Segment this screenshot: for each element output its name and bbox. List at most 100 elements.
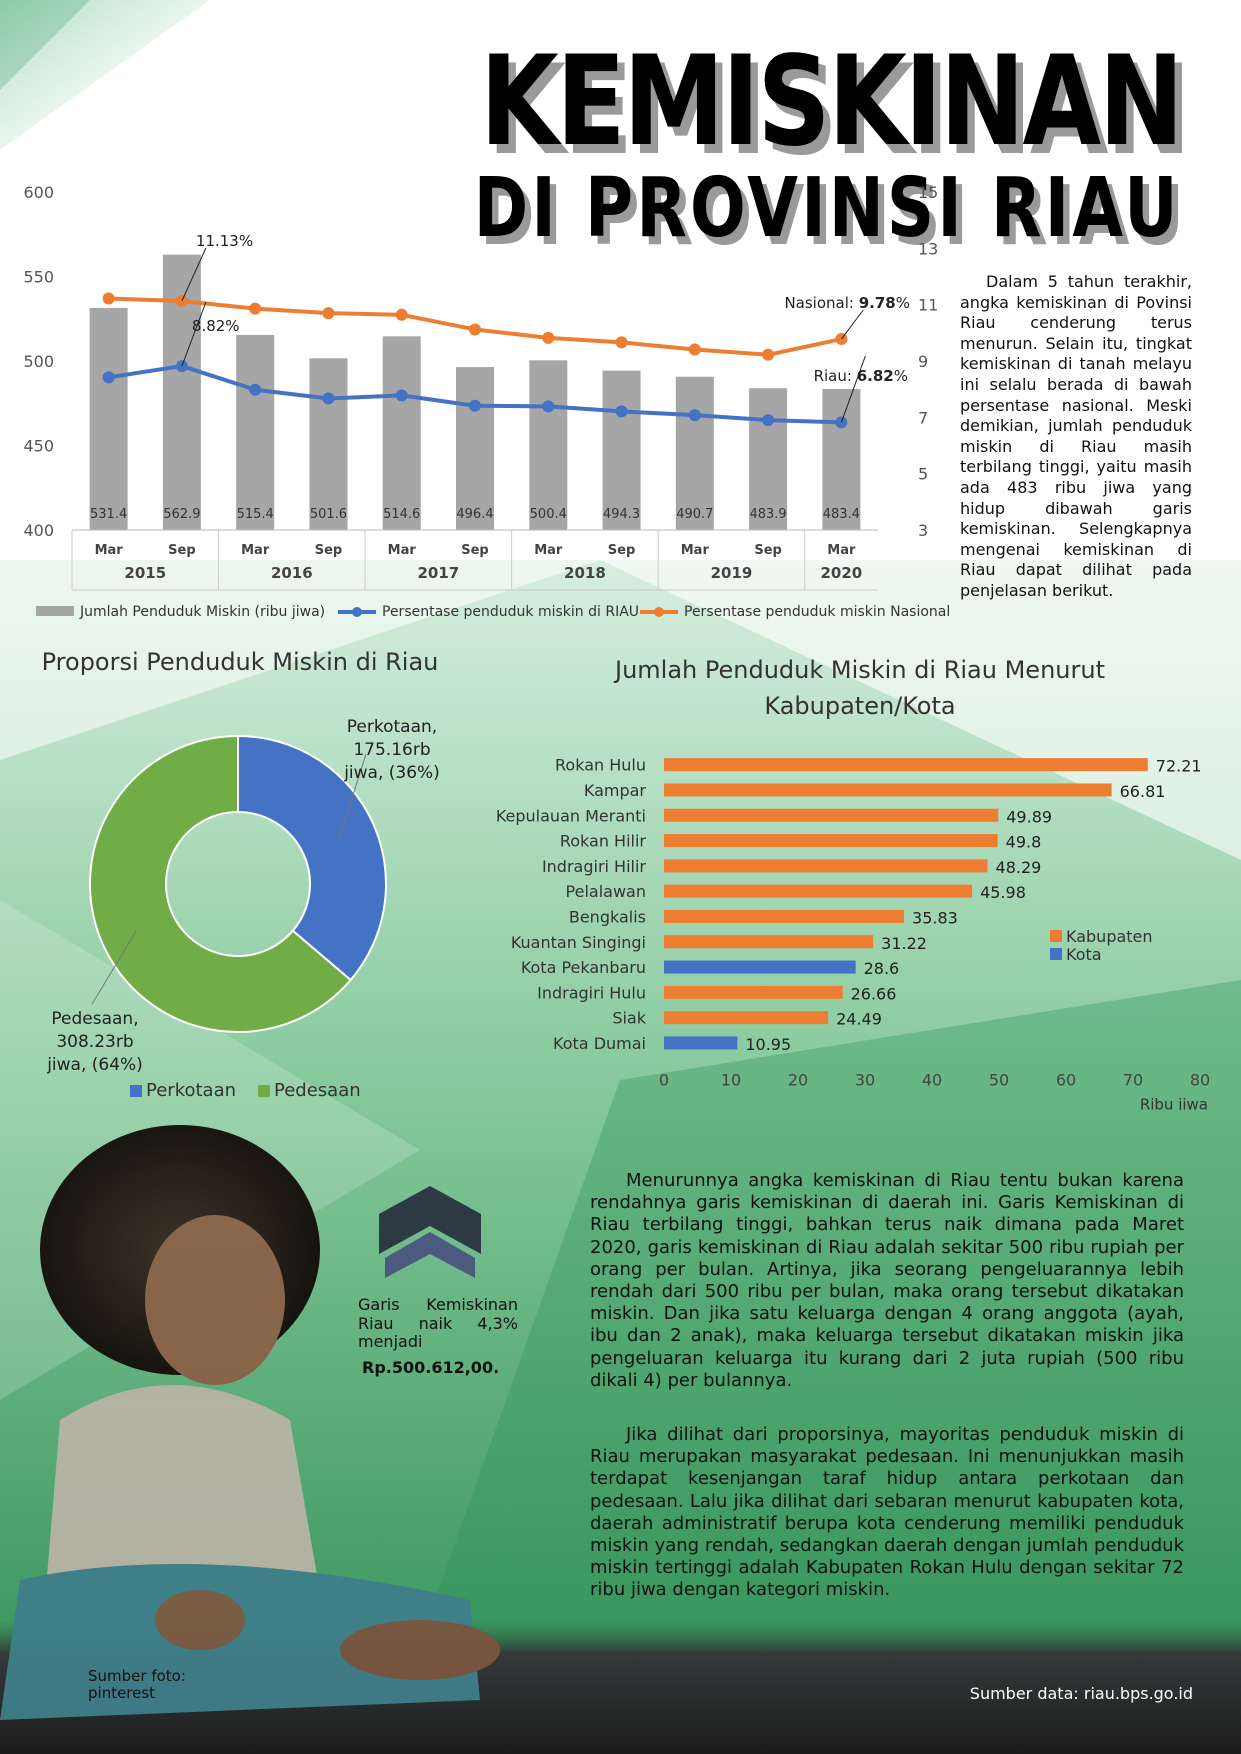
category-label: Pelalawan bbox=[566, 882, 646, 901]
bar bbox=[664, 909, 905, 923]
donut-slice bbox=[237, 734, 387, 982]
x-tick-label: 10 bbox=[721, 1071, 741, 1090]
riau-line-point bbox=[469, 399, 481, 412]
y-tick-label: 450 bbox=[23, 437, 54, 456]
category-label: Kota Pekanbaru bbox=[521, 958, 646, 977]
legend-swatch-pedesaan bbox=[258, 1085, 270, 1097]
nasional-line-point bbox=[542, 331, 555, 344]
poverty-line-value: Rp.500.612,00. bbox=[362, 1358, 500, 1377]
x-tick-label: Sep bbox=[461, 543, 489, 558]
bar bbox=[664, 783, 1112, 797]
bar-value-label: 514.6 bbox=[383, 507, 420, 522]
slice-leader bbox=[339, 753, 367, 838]
bar bbox=[664, 808, 999, 822]
y2-tick-label: 9 bbox=[918, 352, 928, 371]
riau-line-point bbox=[395, 389, 408, 402]
category-label: Indragiri Hulu bbox=[537, 983, 646, 1002]
x-tick-label: 40 bbox=[922, 1071, 942, 1090]
riau-peak-label: 8.82% bbox=[192, 317, 240, 335]
legend-swatch-bar bbox=[36, 606, 74, 616]
chevron-up-icon bbox=[379, 1186, 481, 1278]
nasional-line-point bbox=[102, 292, 115, 305]
x-tick-label: 0 bbox=[659, 1071, 669, 1090]
year-label: 2016 bbox=[271, 564, 313, 582]
y-tick-label: 500 bbox=[23, 352, 54, 371]
bar bbox=[529, 360, 568, 530]
bar bbox=[309, 358, 348, 530]
y-tick-label: 550 bbox=[23, 268, 54, 287]
legend-swatch-kota bbox=[1050, 948, 1062, 960]
y2-tick-label: 7 bbox=[918, 408, 928, 427]
slice-label: jiwa, (64%) bbox=[46, 1055, 143, 1075]
legend-label: Perkotaan bbox=[146, 1080, 236, 1101]
x-tick-label: Sep bbox=[608, 543, 636, 558]
bar bbox=[664, 1036, 738, 1050]
x-tick-label: 50 bbox=[989, 1071, 1009, 1090]
category-label: Rokan Hilir bbox=[560, 832, 647, 851]
bar bbox=[664, 985, 843, 999]
bar-value-label: 35.83 bbox=[912, 908, 958, 927]
category-label: Kepulauan Meranti bbox=[496, 806, 646, 825]
bar bbox=[664, 960, 856, 974]
nasional-line-point bbox=[615, 336, 628, 349]
regency-chart-title: Jumlah Penduduk Miskin di Riau Menurut K… bbox=[560, 652, 1160, 724]
bar bbox=[664, 935, 874, 949]
riau-last-leader bbox=[840, 355, 866, 423]
bar-value-label: 48.29 bbox=[996, 858, 1042, 877]
donut-slice bbox=[89, 734, 353, 1033]
riau-line-point bbox=[322, 392, 335, 405]
x-tick-label: Mar bbox=[534, 543, 563, 558]
category-label: Rokan Hulu bbox=[555, 756, 646, 775]
regency-bar-chart: Rokan Hulu 72.21 Kampar 66.81 Kepulauan Mera… bbox=[496, 756, 1210, 1110]
legend-label: Jumlah Penduduk Miskin (ribu jiwa) bbox=[79, 604, 325, 620]
category-label: Bengkalis bbox=[569, 907, 646, 926]
year-label: 2019 bbox=[711, 564, 753, 582]
category-label: Kuantan Singingi bbox=[511, 933, 646, 952]
regency-chart-title-line1: Jumlah Penduduk Miskin di Riau Menurut bbox=[615, 656, 1105, 684]
bar bbox=[89, 307, 128, 530]
year-label: 2018 bbox=[564, 564, 606, 582]
legend-marker-riau bbox=[352, 607, 362, 617]
y2-tick-label: 3 bbox=[918, 521, 928, 540]
nasional-line-point bbox=[469, 323, 481, 336]
slice-label: jiwa, (36%) bbox=[343, 763, 440, 783]
nasional-line-point bbox=[322, 307, 335, 320]
bar-value-label: 24.49 bbox=[836, 1010, 882, 1029]
legend-swatch-perkotaan bbox=[130, 1085, 142, 1097]
nasional-last-label: Nasional: 9.78% bbox=[784, 294, 910, 312]
y2-tick-label: 15 bbox=[918, 183, 938, 202]
riau-last-label: Riau: 6.82% bbox=[814, 367, 908, 385]
category-label: Kota Dumai bbox=[553, 1034, 646, 1053]
body-paragraph-1: Menurunnya angka kemiskinan di Riau tent… bbox=[590, 1170, 1184, 1391]
bar bbox=[602, 370, 641, 530]
x-tick-label: Sep bbox=[754, 543, 782, 558]
x-tick-label: 80 bbox=[1190, 1071, 1210, 1090]
bar-value-label: 501.6 bbox=[310, 507, 347, 522]
bar-value-label: 10.95 bbox=[745, 1035, 791, 1054]
nasional-line-point bbox=[249, 302, 262, 315]
bar bbox=[664, 859, 988, 873]
page-title: KEMISKINAN bbox=[479, 30, 1184, 174]
category-label: Siak bbox=[612, 1009, 646, 1028]
legend-label: Persentase penduduk miskin Nasional bbox=[684, 604, 950, 620]
bar bbox=[822, 389, 861, 530]
x-tick-label: 60 bbox=[1056, 1071, 1076, 1090]
page-subtitle: DI PROVINSI RIAU bbox=[473, 161, 1181, 256]
regency-chart-title-line2: Kabupaten/Kota bbox=[764, 692, 956, 720]
bar-value-label: 31.22 bbox=[881, 934, 927, 953]
x-tick-label: Sep bbox=[315, 543, 343, 558]
legend-label: Kabupaten bbox=[1066, 927, 1153, 946]
bar-value-label: 483.9 bbox=[749, 507, 786, 522]
legend-marker-nasional bbox=[654, 607, 664, 617]
riau-line-point bbox=[542, 400, 555, 413]
legend-label: Pedesaan bbox=[274, 1080, 361, 1101]
y2-tick-label: 13 bbox=[918, 239, 938, 258]
y2-tick-label: 11 bbox=[918, 296, 938, 315]
x-tick-label: Mar bbox=[241, 543, 270, 558]
legend-label: Kota bbox=[1066, 945, 1102, 964]
bar bbox=[456, 367, 494, 530]
donut-chart-title: Proporsi Penduduk Miskin di Riau bbox=[41, 648, 439, 676]
x-tick-label: Mar bbox=[827, 543, 856, 558]
bar bbox=[664, 758, 1148, 772]
riau-line-point bbox=[688, 409, 701, 422]
